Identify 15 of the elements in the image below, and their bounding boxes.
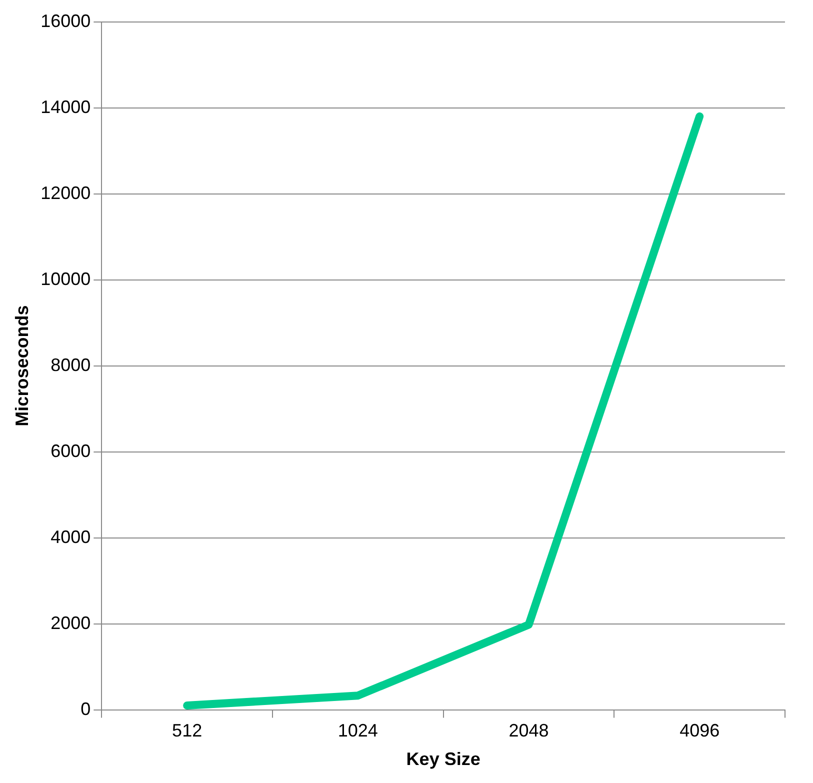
y-tick-label: 14000 — [40, 96, 91, 117]
y-tick-label: 4000 — [50, 526, 91, 547]
x-tick-label: 1024 — [338, 720, 378, 741]
y-tick-label: 16000 — [40, 10, 91, 31]
y-tick-label: 8000 — [50, 354, 91, 375]
y-tick-label: 12000 — [40, 182, 91, 203]
x-axis-title: Key Size — [406, 749, 480, 770]
y-tick-label: 0 — [80, 698, 91, 719]
x-tick-label: 512 — [172, 720, 202, 741]
y-tick-label: 10000 — [40, 268, 91, 289]
y-tick-label: 2000 — [50, 612, 91, 633]
x-tick-label: 4096 — [680, 720, 720, 741]
x-tick-label: 2048 — [508, 720, 549, 741]
y-tick-label: 6000 — [50, 440, 91, 461]
y-axis-title: Microseconds — [12, 305, 32, 426]
